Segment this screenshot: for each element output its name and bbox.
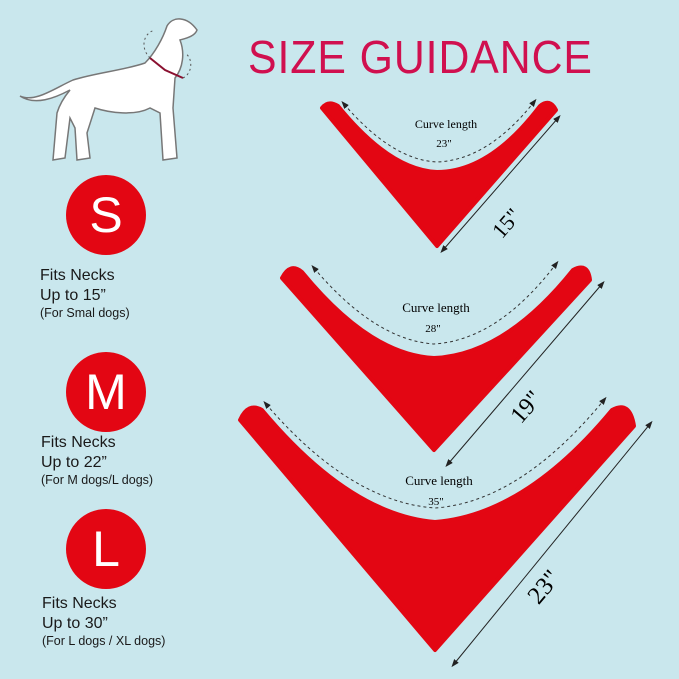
curve-length-value: 28" bbox=[425, 323, 441, 335]
side-length-value: 15" bbox=[487, 203, 526, 243]
size-l-description: Fits Necks Up to 30” (For L dogs / XL do… bbox=[42, 594, 165, 648]
curve-length-label: Curve length bbox=[402, 300, 470, 315]
size-badge-m: M bbox=[66, 352, 146, 432]
fits-label: Fits Necks bbox=[41, 434, 116, 451]
fits-label: Fits Necks bbox=[40, 267, 115, 284]
page-title: SIZE GUIDANCE bbox=[248, 31, 593, 83]
neck-size: Up to 30” bbox=[42, 615, 108, 632]
side-length-value: 19" bbox=[506, 386, 548, 429]
bandana-medium: Curve length 28" 19" bbox=[280, 260, 605, 468]
dog-size-note: (For M dogs/L dogs) bbox=[41, 473, 154, 487]
size-badge-s: S bbox=[66, 175, 146, 255]
dog-with-collar-icon bbox=[19, 18, 198, 161]
bandana-small: Curve length 23" 15" bbox=[320, 98, 561, 254]
dog-size-note: (For L dogs / XL dogs) bbox=[42, 634, 166, 648]
neck-size: Up to 22” bbox=[41, 454, 107, 471]
curve-length-value: 23" bbox=[436, 138, 452, 150]
size-m-description: Fits Necks Up to 22” (For M dogs/L dogs) bbox=[41, 433, 153, 487]
size-s-description: Fits Necks Up to 15” (For Smal dogs) bbox=[40, 266, 130, 320]
neck-size: Up to 15” bbox=[40, 287, 106, 304]
fits-label: Fits Necks bbox=[42, 595, 117, 612]
curve-length-label: Curve length bbox=[415, 117, 477, 131]
curve-length-label: Curve length bbox=[405, 473, 473, 488]
dog-size-note: (For Smal dogs) bbox=[40, 306, 130, 320]
size-badge-l: L bbox=[66, 509, 146, 589]
curve-length-value: 35" bbox=[428, 496, 444, 508]
